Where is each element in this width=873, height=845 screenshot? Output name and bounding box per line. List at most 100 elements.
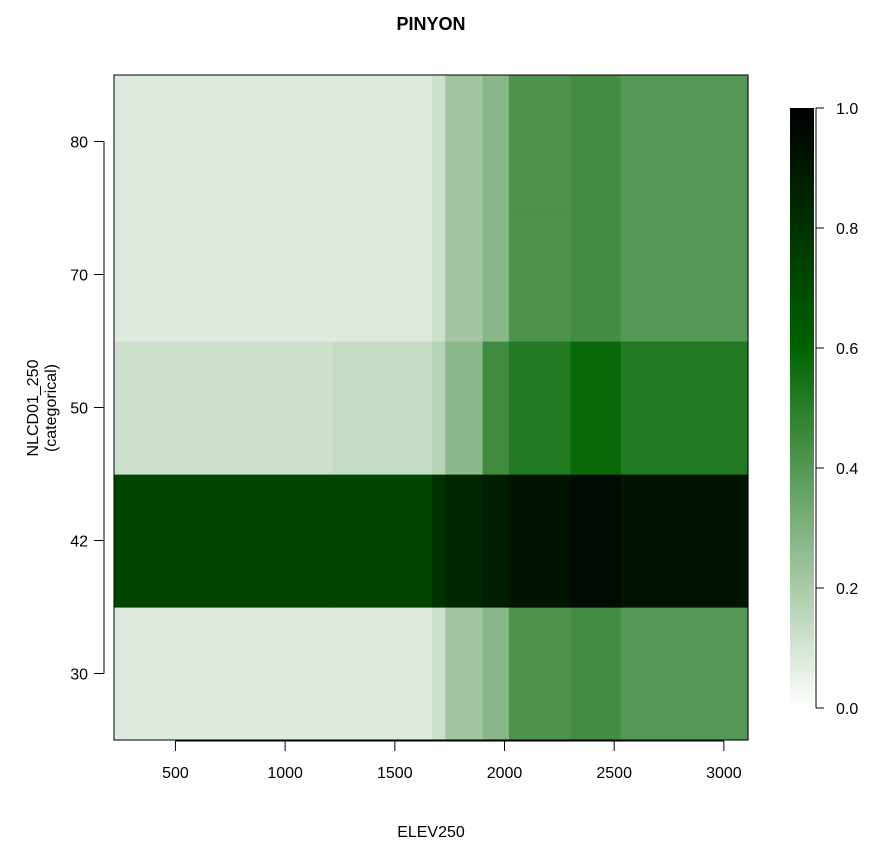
colorbar-segment: [790, 114, 814, 121]
heatmap-cell-70-2: [432, 208, 446, 342]
colorbar-segment: [790, 276, 814, 283]
colorbar-segment: [790, 474, 814, 481]
heatmap-cell-50-2: [432, 341, 446, 475]
heatmap-cell-30-3: [445, 607, 484, 741]
heatmap-cell-70-5: [508, 208, 571, 342]
heatmap-cell-80-2: [432, 75, 446, 209]
colorbar-segment: [790, 156, 814, 163]
colorbar-segment: [790, 462, 814, 469]
heatmap-cell-42-4: [482, 474, 510, 608]
colorbar-segment: [790, 696, 814, 703]
heatmap-cell-42-3: [445, 474, 484, 608]
colorbar-segment: [790, 348, 814, 355]
colorbar-segment: [790, 504, 814, 511]
heatmap-cell-30-0: [114, 607, 334, 741]
colorbar-segment: [790, 540, 814, 547]
colorbar-segment: [790, 300, 814, 307]
colorbar-segment: [790, 600, 814, 607]
colorbar-tick-label: 0.4: [836, 461, 858, 478]
x-axis: 500 1000 1500 2000 2500 3000: [162, 740, 742, 782]
colorbar-segment: [790, 210, 814, 217]
colorbar-segment: [790, 198, 814, 205]
x-tick-label: 500: [162, 765, 189, 782]
colorbar-segment: [790, 384, 814, 391]
heatmap-cell-80-4: [482, 75, 510, 209]
colorbar-segment: [790, 618, 814, 625]
heatmap-cell-42-7: [620, 474, 749, 608]
colorbar-segment: [790, 168, 814, 175]
y-axis-title: NLCD01_250 (categorical): [25, 359, 60, 456]
colorbar-segment: [790, 318, 814, 325]
colorbar-segment: [790, 528, 814, 535]
y-axis-label: NLCD01_250: [25, 359, 42, 456]
colorbar-segment: [790, 180, 814, 187]
colorbar-segment: [790, 246, 814, 253]
heatmap-cell-30-6: [570, 607, 622, 741]
heatmap-cell-50-3: [445, 341, 484, 475]
colorbar-segment: [790, 570, 814, 577]
colorbar-segment: [790, 684, 814, 691]
colorbar-segment: [790, 258, 814, 265]
colorbar-segment: [790, 216, 814, 223]
colorbar-segment: [790, 588, 814, 595]
colorbar-segment: [790, 366, 814, 373]
heatmap-cell-70-3: [445, 208, 484, 342]
colorbar-segment: [790, 660, 814, 667]
heatmap-cell-80-0: [114, 75, 334, 209]
colorbar-segment: [790, 288, 814, 295]
colorbar-segment: [790, 594, 814, 601]
y-tick-label: 80: [70, 135, 88, 152]
heatmap-cell-42-0: [114, 474, 334, 608]
colorbar-segment: [790, 144, 814, 151]
heatmap-cell-70-6: [570, 208, 622, 342]
colorbar-segment: [790, 438, 814, 445]
colorbar-segment: [790, 432, 814, 439]
colorbar-segment: [790, 240, 814, 247]
colorbar-tick-label: 0.8: [836, 221, 858, 238]
colorbar-segment: [790, 456, 814, 463]
colorbar-segment: [790, 408, 814, 415]
colorbar-segment: [790, 510, 814, 517]
colorbar-segment: [790, 576, 814, 583]
colorbar-segment: [790, 414, 814, 421]
x-axis-label: ELEV250: [397, 824, 465, 841]
colorbar-segment: [790, 606, 814, 613]
x-tick-label: 3000: [706, 765, 742, 782]
heatmap-cell-50-6: [570, 341, 622, 475]
x-tick-label: 2000: [487, 765, 523, 782]
heatmap-cells: [114, 75, 749, 741]
colorbar-segment: [790, 642, 814, 649]
colorbar-segment: [790, 324, 814, 331]
colorbar-segment: [790, 468, 814, 475]
colorbar-segment: [790, 444, 814, 451]
colorbar-segment: [790, 636, 814, 643]
colorbar-tick-label: 0.0: [836, 701, 858, 718]
heatmap-cell-50-4: [482, 341, 510, 475]
colorbar-segment: [790, 336, 814, 343]
heatmap-cell-42-2: [432, 474, 446, 608]
colorbar-segment: [790, 522, 814, 529]
heatmap-cell-70-7: [620, 208, 749, 342]
colorbar-segment: [790, 450, 814, 457]
colorbar-segment: [790, 108, 814, 115]
heatmap-cell-30-7: [620, 607, 749, 741]
heatmap-cell-30-2: [432, 607, 446, 741]
colorbar: 0.0 0.2 0.4 0.6 0.8 1.0: [790, 101, 858, 718]
heatmap-cell-42-5: [508, 474, 571, 608]
colorbar-segment: [790, 624, 814, 631]
colorbar-segment: [790, 174, 814, 181]
colorbar-segment: [790, 186, 814, 193]
colorbar-segment: [790, 426, 814, 433]
colorbar-segment: [790, 228, 814, 235]
colorbar-segment: [790, 390, 814, 397]
x-tick-label: 1500: [377, 765, 413, 782]
colorbar-segment: [790, 342, 814, 349]
heatmap-cell-30-4: [482, 607, 510, 741]
heatmap-cell-80-7: [620, 75, 749, 209]
colorbar-segment: [790, 138, 814, 145]
colorbar-segment: [790, 516, 814, 523]
colorbar-tick-label: 1.0: [836, 101, 858, 118]
colorbar-segment: [790, 234, 814, 241]
heatmap-cell-80-6: [570, 75, 622, 209]
